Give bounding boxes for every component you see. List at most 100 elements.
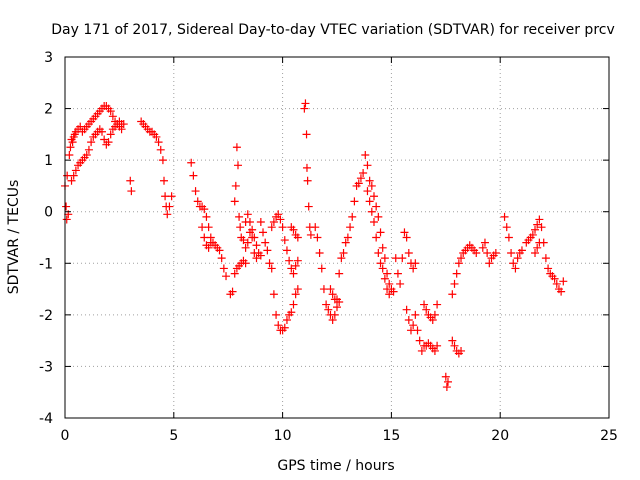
x-tick-label: 15 (382, 428, 400, 444)
data-point (409, 321, 418, 330)
data-point (291, 290, 300, 299)
data-point (241, 243, 250, 252)
data-point (457, 254, 466, 263)
data-point (383, 269, 392, 278)
data-point (341, 238, 350, 247)
data-point (513, 254, 522, 263)
data-point (411, 259, 420, 268)
data-point (303, 176, 312, 185)
data-point (369, 218, 378, 227)
data-point (400, 228, 409, 237)
data-point (343, 233, 352, 242)
data-point (126, 176, 135, 185)
data-point (450, 341, 459, 350)
data-point (261, 238, 270, 247)
data-point (385, 279, 394, 288)
data-point (302, 163, 311, 172)
data-point (430, 346, 439, 355)
data-point (256, 218, 265, 227)
data-point (330, 295, 339, 304)
data-point (339, 248, 348, 257)
data-point (511, 264, 520, 273)
data-point (537, 223, 546, 232)
data-point (433, 300, 442, 309)
data-point (317, 264, 326, 273)
data-point (350, 197, 359, 206)
data-point (302, 130, 311, 139)
data-point (354, 179, 363, 188)
data-point (228, 287, 237, 296)
data-point (127, 187, 136, 196)
data-point (267, 223, 276, 232)
data-point (259, 228, 268, 237)
data-point (280, 323, 289, 332)
data-point (87, 138, 96, 147)
data-point (369, 192, 378, 201)
data-point (428, 316, 437, 325)
data-point (230, 197, 239, 206)
data-point (200, 205, 209, 214)
data-point (108, 112, 117, 121)
y-tick-label: -2 (39, 308, 53, 324)
data-point (535, 215, 544, 224)
data-point (480, 238, 489, 247)
plot-frame (64, 56, 610, 419)
data-point (541, 254, 550, 263)
data-point (276, 215, 285, 224)
data-point (301, 99, 310, 108)
x-tick-label: 25 (600, 428, 618, 444)
data-point (500, 212, 509, 221)
data-point (200, 233, 209, 242)
data-point (243, 210, 252, 219)
data-point (189, 171, 198, 180)
data-point (167, 192, 176, 201)
data-point (231, 181, 240, 190)
data-point (415, 336, 424, 345)
data-point (269, 290, 278, 299)
data-point (443, 377, 452, 386)
data-point (222, 272, 231, 281)
x-tick-label: 10 (274, 428, 292, 444)
data-point (552, 279, 561, 288)
data-point (239, 236, 248, 245)
data-point (104, 138, 113, 147)
data-point (507, 248, 516, 257)
data-point (267, 264, 276, 273)
data-point (361, 150, 370, 159)
data-point (502, 223, 511, 232)
data-point (287, 264, 296, 273)
data-point (245, 218, 254, 227)
x-axis-label: GPS time / hours (277, 458, 394, 474)
data-point (311, 223, 320, 232)
data-point (378, 243, 387, 252)
data-point (409, 264, 418, 273)
data-point (293, 256, 302, 265)
y-tick-label: 1 (44, 153, 53, 169)
data-point (363, 161, 372, 170)
data-point (433, 341, 442, 350)
data-point (62, 215, 71, 224)
data-point (328, 290, 337, 299)
data-point (306, 230, 315, 239)
data-point (68, 138, 77, 147)
data-point (533, 220, 542, 229)
data-point (335, 269, 344, 278)
data-point (215, 246, 224, 255)
data-point (450, 279, 459, 288)
data-point (66, 143, 75, 152)
data-point (363, 187, 372, 196)
data-point (289, 225, 298, 234)
data-point (293, 233, 302, 242)
data-point (287, 308, 296, 317)
data-point (509, 259, 518, 268)
data-point (376, 228, 385, 237)
data-point (356, 174, 365, 183)
data-point (483, 248, 492, 257)
data-point (528, 230, 537, 239)
data-point (365, 197, 374, 206)
data-point (383, 285, 392, 294)
data-point (367, 207, 376, 216)
x-tick-labels: 0 5 10 15 20 25 (61, 428, 618, 444)
data-point (193, 197, 202, 206)
